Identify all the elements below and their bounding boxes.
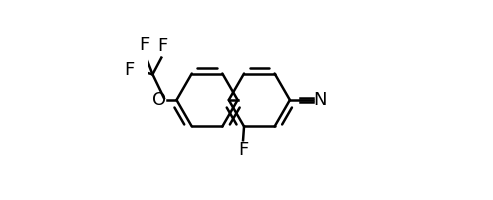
Text: F: F	[124, 61, 135, 79]
Text: N: N	[314, 91, 327, 109]
Text: O: O	[152, 91, 166, 109]
Text: F: F	[140, 36, 150, 54]
Text: F: F	[157, 37, 168, 55]
Text: F: F	[238, 141, 248, 159]
